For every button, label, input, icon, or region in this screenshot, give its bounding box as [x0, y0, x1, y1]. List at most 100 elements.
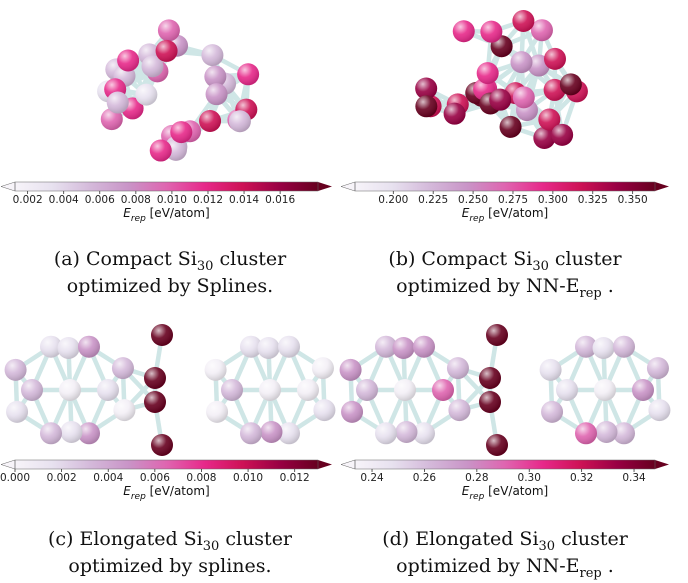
atom-shine	[151, 324, 173, 346]
atom-shine	[594, 379, 616, 401]
cluster-illustration	[415, 10, 588, 149]
atom-shine	[476, 62, 499, 85]
atom-shine	[392, 337, 415, 360]
colorbar-tick-label: 0.004	[93, 472, 123, 484]
atom-shine	[155, 39, 178, 62]
colorbar-label: Erep [eV/atom]	[462, 484, 548, 502]
colorbar-tick-label: 0.000	[0, 472, 30, 484]
text-segment: .	[602, 555, 614, 577]
colorbar-tick-label: 0.24	[360, 472, 384, 484]
cluster-illustration	[339, 324, 671, 456]
atom-shine	[40, 335, 62, 358]
atom-shine	[415, 77, 438, 100]
atom-shine	[278, 335, 300, 358]
text-segment: [eV/atom]	[146, 206, 210, 220]
colorbar-tick-label: 0.008	[186, 472, 216, 484]
atom-shine	[533, 126, 556, 149]
subscript: rep	[131, 214, 146, 224]
colorbar	[355, 460, 655, 469]
atom-shine	[237, 63, 260, 86]
atom-shine	[157, 19, 180, 42]
colorbar-tick-label: 0.32	[570, 472, 593, 484]
atom-shine	[97, 379, 119, 401]
atom-shine	[260, 420, 283, 443]
atom-shine	[206, 400, 229, 423]
caption-line: (c) Elongated Si30 cluster	[48, 528, 293, 554]
atom-shine	[204, 65, 227, 88]
colorbar-tick-label: 0.012	[280, 472, 310, 484]
caption-line: (d) Elongated Si30 cluster	[382, 528, 628, 554]
colorbar-tick-label: 0.002	[13, 194, 43, 206]
colorbar-tick-label: 0.26	[413, 472, 437, 484]
colorbar-tick-label: 0.30	[518, 472, 541, 484]
atom-shine	[106, 91, 129, 114]
text-segment: optimized by Splines.	[67, 275, 273, 297]
atom-shine	[486, 434, 508, 456]
colorbar-tick-label: 0.34	[622, 472, 646, 484]
text-segment: (d) Elongated Si	[382, 528, 538, 550]
atom-shine	[413, 335, 435, 358]
atom-shine	[111, 357, 134, 380]
atom-shine	[201, 44, 224, 67]
caption-line: optimized by NN-Erep .	[396, 555, 614, 581]
atom-shine	[613, 335, 635, 358]
colorbar-tick-label: 0.002	[47, 472, 77, 484]
colorbar-extend-low	[340, 459, 356, 470]
text-segment: (c) Elongated Si	[48, 528, 203, 550]
atom-shine	[221, 379, 243, 401]
subscript: rep	[580, 566, 602, 581]
caption-line: optimized by NN-Erep .	[396, 275, 614, 301]
colorbar-extend-high	[318, 182, 332, 191]
atom-shine	[512, 86, 535, 109]
text-segment: [eV/atom]	[484, 484, 548, 498]
subscript: 30	[203, 539, 220, 554]
colorbar-extend-low	[0, 459, 16, 470]
atom-shine	[595, 420, 618, 443]
atom-shine	[240, 422, 262, 445]
atom-shine	[113, 399, 136, 422]
atom-shine	[313, 399, 336, 422]
atom-shine	[204, 358, 227, 381]
atom-shine	[259, 379, 281, 401]
atom-shine	[135, 83, 158, 106]
colorbar-tick-label: 0.012	[193, 194, 223, 206]
atom-shine	[394, 379, 416, 401]
colorbar-extend-high	[655, 182, 669, 191]
colorbar-frame	[14, 459, 319, 470]
atom-shine	[648, 399, 671, 422]
atom-shine	[575, 422, 597, 445]
atom-shine	[78, 335, 100, 358]
atom-shine	[57, 337, 80, 360]
atom-shine	[199, 110, 222, 133]
atom-shine	[100, 108, 123, 131]
atom-shine	[117, 49, 140, 72]
atom-shine	[512, 10, 535, 33]
atom-shine	[486, 324, 508, 346]
colorbar-frame	[354, 181, 656, 192]
caption-line: optimized by splines.	[68, 555, 271, 577]
colorbar-tick-label: 0.300	[538, 194, 568, 206]
atom-shine	[311, 357, 334, 380]
colorbar	[15, 182, 318, 191]
atom-shine	[240, 335, 262, 358]
subscript: rep	[580, 286, 602, 301]
colorbar-tick-label: 0.010	[233, 472, 263, 484]
atom-shine	[59, 379, 81, 401]
atom-shine	[278, 422, 300, 445]
atom-shine	[443, 102, 466, 125]
cluster-illustration	[4, 324, 336, 456]
atom-shine	[341, 400, 364, 423]
colorbar-extend-low	[0, 181, 16, 192]
text-segment: E	[123, 206, 131, 220]
colorbar	[355, 182, 655, 191]
colorbar-frame	[354, 459, 656, 470]
atom-shine	[480, 20, 503, 43]
atom-shine	[446, 357, 469, 380]
colorbar-tick-label: 0.008	[121, 194, 151, 206]
colorbar-tick-label: 0.28	[465, 472, 488, 484]
atom-shine	[375, 422, 397, 445]
atom-shine	[479, 391, 501, 413]
atom-shine	[543, 47, 566, 70]
atom-shine	[559, 73, 582, 96]
colorbar-label: Erep [eV/atom]	[123, 206, 209, 224]
